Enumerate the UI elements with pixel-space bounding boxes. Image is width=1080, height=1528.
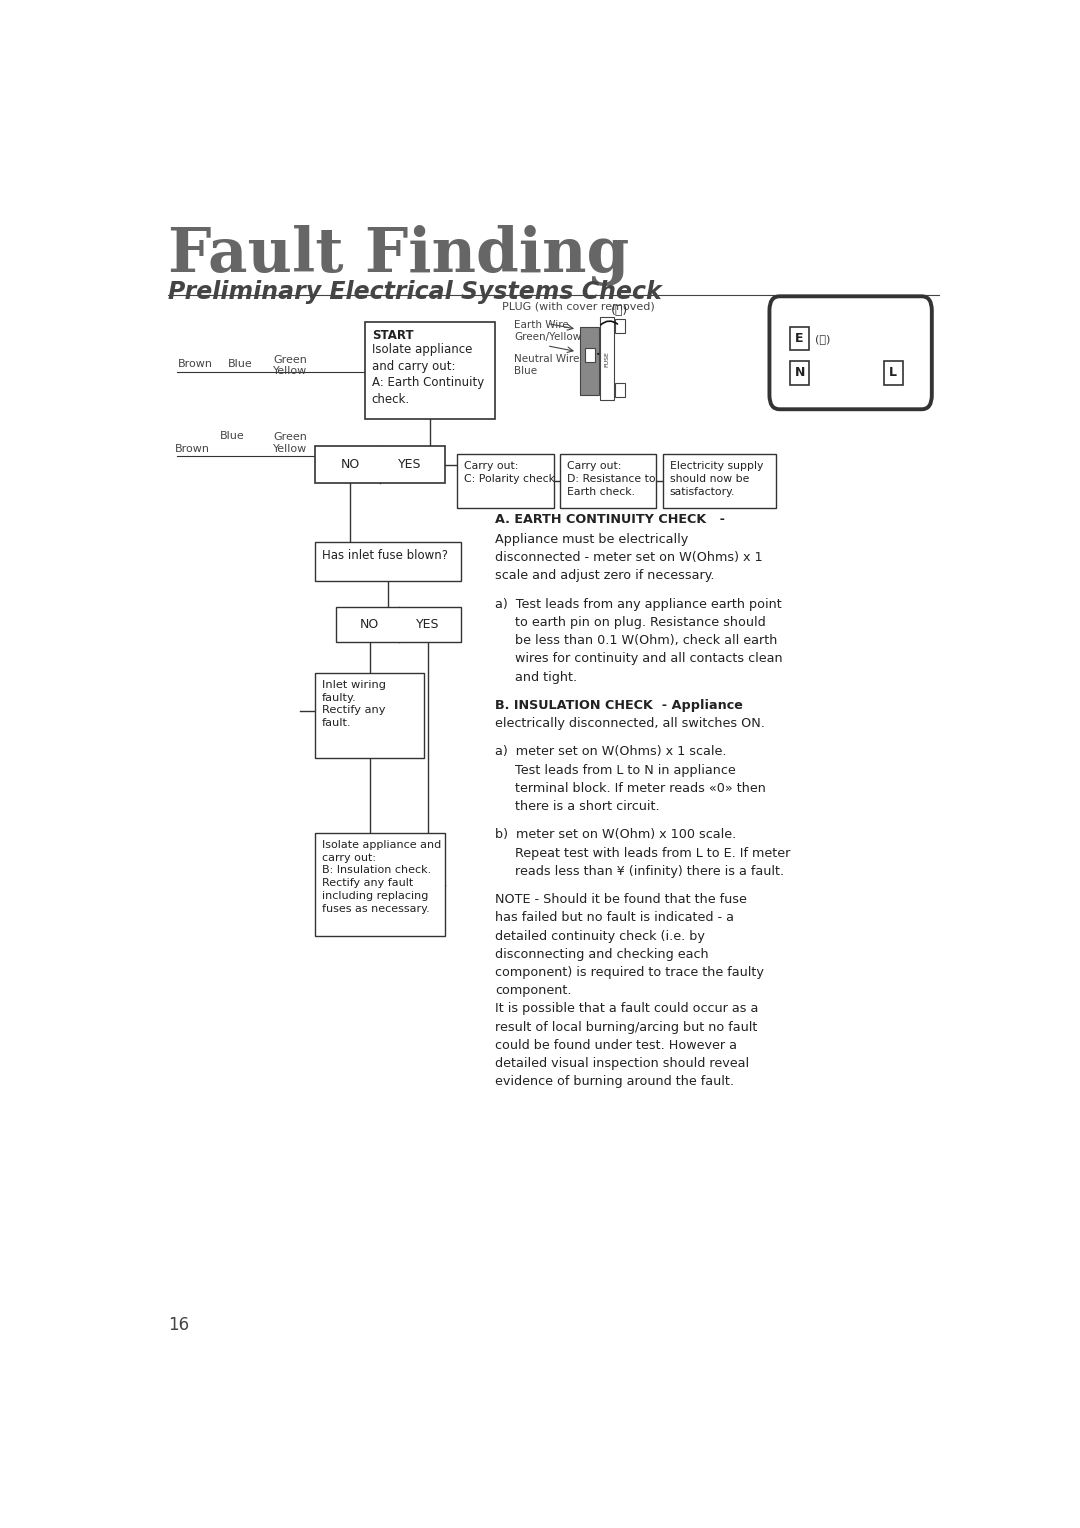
Bar [580,327,598,396]
FancyBboxPatch shape [791,327,809,350]
FancyBboxPatch shape [315,833,445,937]
Text: A. EARTH CONTINUITY CHECK   -: A. EARTH CONTINUITY CHECK - [495,513,725,526]
Text: there is a short circuit.: there is a short circuit. [495,801,660,813]
Text: Electricity supply
should now be
satisfactory.: Electricity supply should now be satisfa… [670,461,764,497]
Text: detailed continuity check (i.e. by: detailed continuity check (i.e. by [495,929,705,943]
Text: YES: YES [416,617,440,631]
Text: detailed visual inspection should reveal: detailed visual inspection should reveal [495,1057,750,1070]
Text: disconnecting and checking each: disconnecting and checking each [495,947,708,961]
Text: a)  Test leads from any appliance earth point: a) Test leads from any appliance earth p… [495,597,782,611]
Text: Green
Yellow: Green Yellow [273,354,307,376]
FancyBboxPatch shape [315,542,461,581]
Text: YES: YES [397,458,421,471]
Text: Brown: Brown [178,359,213,370]
Text: PLUG (with cover removed): PLUG (with cover removed) [502,301,654,312]
Bar [615,319,624,333]
Text: Isolate appliance
and carry out:
A: Earth Continuity
check.: Isolate appliance and carry out: A: Eart… [372,344,484,405]
FancyBboxPatch shape [315,672,423,758]
Text: be less than 0.1 W(Ohm), check all earth: be less than 0.1 W(Ohm), check all earth [495,634,778,646]
Text: electrically disconnected, all switches ON.: electrically disconnected, all switches … [495,717,765,730]
FancyBboxPatch shape [457,454,554,509]
Text: b)  meter set on W(Ohm) x 100 scale.: b) meter set on W(Ohm) x 100 scale. [495,828,737,842]
Text: Inlet wiring
faulty.
Rectify any
fault.: Inlet wiring faulty. Rectify any fault. [322,680,386,729]
Bar [615,384,624,397]
Text: SOCKET
(face view): SOCKET (face view) [824,301,886,324]
Text: Carry out:
C: Polarity check.: Carry out: C: Polarity check. [464,461,558,484]
Text: Has inlet fuse blown?: Has inlet fuse blown? [322,549,447,562]
Text: Earth Wire
Green/Yellow: Earth Wire Green/Yellow [514,319,581,342]
Text: wires for continuity and all contacts clean: wires for continuity and all contacts cl… [495,652,783,665]
Text: Test leads from L to N in appliance: Test leads from L to N in appliance [495,764,735,776]
Text: NO: NO [360,617,379,631]
Text: a)  meter set on W(Ohms) x 1 scale.: a) meter set on W(Ohms) x 1 scale. [495,746,727,758]
Text: could be found under test. However a: could be found under test. However a [495,1039,737,1051]
Text: and tight.: and tight. [495,671,577,683]
Text: Green
Yellow: Green Yellow [273,432,307,454]
Text: Repeat test with leads from L to E. If meter: Repeat test with leads from L to E. If m… [495,847,791,860]
Bar [600,318,613,400]
Text: N: N [795,367,805,379]
FancyBboxPatch shape [769,296,932,410]
Text: Blue: Blue [228,359,253,370]
Text: reads less than ¥ (infinity) there is a fault.: reads less than ¥ (infinity) there is a … [495,865,784,877]
Text: 16: 16 [168,1316,190,1334]
Text: NO: NO [340,458,360,471]
FancyBboxPatch shape [336,607,461,642]
Text: Carry out:
D: Resistance to
Earth check.: Carry out: D: Resistance to Earth check. [567,461,656,497]
Text: NOTE - Should it be found that the fuse: NOTE - Should it be found that the fuse [495,892,746,906]
Text: to earth pin on plug. Resistance should: to earth pin on plug. Resistance should [495,616,766,630]
FancyBboxPatch shape [561,454,657,509]
Text: Isolate appliance and
carry out:
B: Insulation check.
Rectify any fault
includin: Isolate appliance and carry out: B: Insu… [322,840,441,914]
Text: terminal block. If meter reads «0» then: terminal block. If meter reads «0» then [495,782,766,795]
Text: E: E [795,332,804,345]
Text: It is possible that a fault could occur as a: It is possible that a fault could occur … [495,1002,758,1016]
Text: component.: component. [495,984,571,998]
Text: B. INSULATION CHECK  - Appliance: B. INSULATION CHECK - Appliance [495,698,743,712]
Text: (⏚): (⏚) [814,333,831,344]
Text: component) is required to trace the faulty: component) is required to trace the faul… [495,966,764,979]
Text: L: L [889,367,897,379]
FancyBboxPatch shape [663,454,777,509]
Text: (⏚): (⏚) [611,304,629,316]
FancyBboxPatch shape [365,322,495,419]
Text: Brown: Brown [174,445,210,454]
Text: FUSE: FUSE [605,351,609,367]
FancyBboxPatch shape [315,446,445,483]
Text: Fault Finding: Fault Finding [168,225,630,286]
Text: has failed but no fault is indicated - a: has failed but no fault is indicated - a [495,911,734,924]
Bar [585,348,595,362]
Text: Blue: Blue [219,431,244,442]
Text: Preliminary Electrical Systems Check: Preliminary Electrical Systems Check [168,280,662,304]
FancyBboxPatch shape [885,361,903,385]
Text: evidence of burning around the fault.: evidence of burning around the fault. [495,1076,734,1088]
Text: result of local burning/arcing but no fault: result of local burning/arcing but no fa… [495,1021,757,1033]
Text: Appliance must be electrically: Appliance must be electrically [495,533,688,545]
Text: scale and adjust zero if necessary.: scale and adjust zero if necessary. [495,570,714,582]
Text: Neutral Wire
Blue: Neutral Wire Blue [514,354,580,376]
Text: START: START [372,329,414,342]
FancyBboxPatch shape [791,361,809,385]
Text: disconnected - meter set on W(Ohms) x 1: disconnected - meter set on W(Ohms) x 1 [495,552,762,564]
